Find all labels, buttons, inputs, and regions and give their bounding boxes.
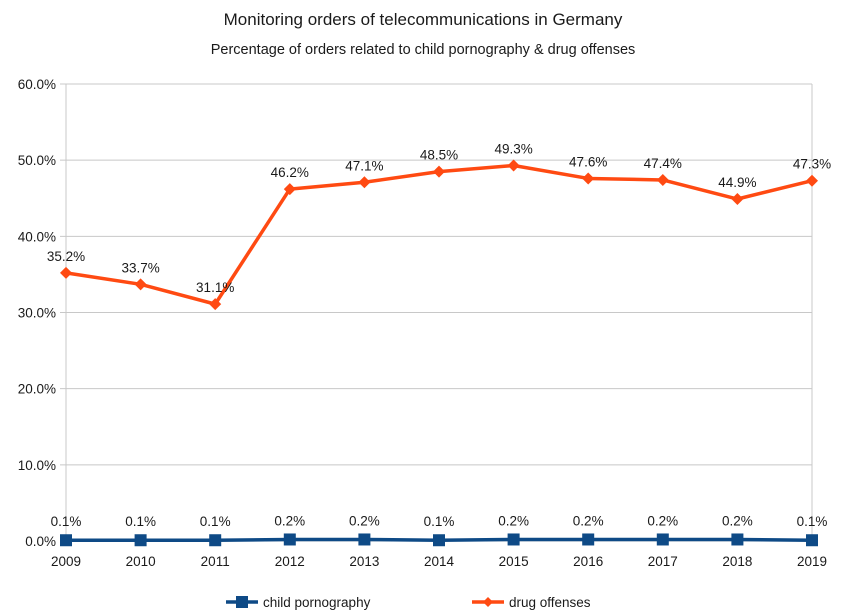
y-tick-label: 40.0%: [18, 229, 56, 244]
data-label: 44.9%: [718, 175, 756, 190]
data-point: [731, 533, 744, 546]
y-tick-label: 0.0%: [25, 534, 56, 549]
data-point: [134, 278, 147, 291]
data-label: 47.6%: [569, 154, 607, 169]
data-point: [507, 533, 520, 546]
data-point: [656, 173, 669, 186]
y-tick-label: 30.0%: [18, 306, 56, 321]
data-label: 48.5%: [420, 148, 458, 163]
x-tick-label: 2016: [573, 554, 603, 569]
data-label: 46.2%: [271, 165, 309, 180]
data-point: [806, 174, 818, 187]
chart-title: Monitoring orders of telecommunications …: [224, 10, 623, 29]
data-point: [806, 534, 818, 547]
data-label: 0.1%: [125, 514, 156, 529]
series-group: 0.1% 0.1% 0.1% 0.2% 0.2% 0.1% 0.2% 0.2% 0.2% 0.2%…: [47, 141, 831, 547]
legend-marker-diamond-icon: [483, 597, 493, 607]
series-drug-offenses: 35.2% 33.7% 31.1% 46.2% 47.1% 48.5% 49.3% 47.6%…: [47, 141, 831, 311]
y-tick-label: 20.0%: [18, 382, 56, 397]
data-label: 0.1%: [797, 514, 828, 529]
series-line: [65, 163, 813, 306]
x-tick-label: 2014: [424, 554, 455, 569]
data-point: [60, 534, 72, 547]
data-label: 0.1%: [51, 514, 82, 529]
data-label: 31.1%: [196, 280, 234, 295]
data-label: 0.1%: [200, 514, 231, 529]
x-tick-label: 2017: [648, 554, 678, 569]
data-label: 49.3%: [494, 141, 532, 156]
x-tick-label: 2009: [51, 554, 81, 569]
legend-label: child pornography: [263, 595, 371, 610]
x-tick-label: 2015: [499, 554, 529, 569]
data-label: 47.4%: [644, 156, 682, 171]
data-label: 0.2%: [722, 513, 753, 528]
data-point: [433, 165, 445, 178]
y-tick-label: 60.0%: [18, 77, 56, 92]
x-tick-label: 2018: [722, 554, 752, 569]
data-point: [283, 533, 296, 546]
data-point: [731, 193, 744, 206]
data-point: [358, 176, 371, 189]
y-axis: 0.0% 10.0% 20.0% 30.0% 40.0% 50.0% 60.0%: [18, 77, 56, 549]
data-point: [60, 266, 72, 279]
x-tick-label: 2019: [797, 554, 827, 569]
data-point: [656, 533, 669, 546]
gridlines: [60, 83, 813, 545]
legend-item: drug offenses: [472, 595, 591, 610]
legend-label: drug offenses: [509, 595, 591, 610]
x-axis: 2009 2010 2011 2012 2013 2014 2015 2016 2017 2018…: [51, 554, 827, 569]
data-label: 35.2%: [47, 249, 85, 264]
data-point: [134, 534, 147, 547]
data-point: [283, 183, 296, 196]
data-label: 47.3%: [793, 157, 831, 172]
data-label: 0.2%: [573, 513, 604, 528]
data-point: [209, 534, 222, 547]
legend: child pornography drug offenses: [226, 595, 591, 610]
legend-marker-square-icon: [236, 596, 248, 608]
data-point: [433, 534, 445, 547]
data-label: 0.2%: [349, 513, 380, 528]
data-label: 0.2%: [647, 513, 678, 528]
data-label: 0.2%: [274, 513, 305, 528]
x-tick-label: 2012: [275, 554, 305, 569]
data-label: 0.2%: [498, 513, 529, 528]
x-tick-label: 2010: [126, 554, 156, 569]
series-child-pornography: 0.1% 0.1% 0.1% 0.2% 0.2% 0.1% 0.2% 0.2% 0.2% 0.2%…: [51, 513, 828, 547]
data-point: [507, 159, 520, 172]
data-point: [582, 533, 595, 546]
chart-subtitle: Percentage of orders related to child po…: [211, 42, 636, 58]
data-label: 47.1%: [345, 158, 383, 173]
legend-item: child pornography: [226, 595, 371, 610]
data-label: 0.1%: [424, 514, 455, 529]
x-tick-label: 2011: [201, 554, 230, 569]
x-tick-label: 2013: [349, 554, 379, 569]
data-point: [358, 533, 371, 546]
y-tick-label: 10.0%: [18, 458, 56, 473]
data-label: 33.7%: [121, 260, 159, 275]
data-point: [582, 172, 595, 185]
y-tick-label: 50.0%: [18, 153, 56, 168]
data-point: [209, 298, 222, 311]
